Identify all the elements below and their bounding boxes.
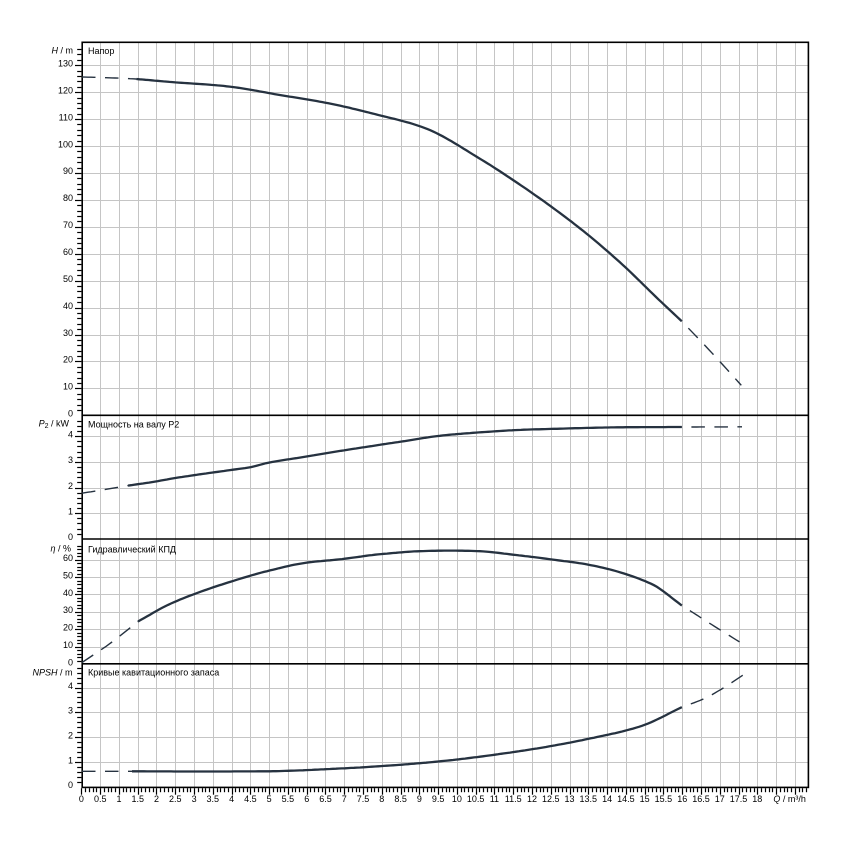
svg-text:100: 100: [58, 139, 73, 149]
svg-text:P2 / kW: P2 / kW: [39, 419, 70, 431]
svg-text:2: 2: [154, 794, 159, 804]
svg-text:1: 1: [68, 755, 73, 765]
svg-text:12: 12: [527, 794, 537, 804]
svg-text:7: 7: [342, 794, 347, 804]
svg-text:7.5: 7.5: [357, 794, 370, 804]
svg-text:50: 50: [63, 274, 73, 284]
svg-text:Гидравлический КПД: Гидравлический КПД: [88, 545, 176, 555]
svg-text:η / %: η / %: [50, 544, 71, 554]
svg-text:12.5: 12.5: [542, 794, 560, 804]
svg-text:13: 13: [564, 794, 574, 804]
svg-text:3.5: 3.5: [207, 794, 220, 804]
svg-text:Кривые кавитационного запаса: Кривые кавитационного запаса: [88, 668, 219, 678]
svg-text:0: 0: [68, 780, 73, 790]
svg-text:60: 60: [63, 553, 73, 563]
svg-text:30: 30: [63, 605, 73, 615]
svg-text:4: 4: [68, 430, 73, 440]
svg-text:6.5: 6.5: [319, 794, 332, 804]
svg-text:1.5: 1.5: [131, 794, 144, 804]
svg-text:1: 1: [68, 507, 73, 517]
svg-text:Q / m³/h: Q / m³/h: [773, 794, 806, 804]
svg-text:120: 120: [58, 85, 73, 95]
svg-text:14: 14: [602, 794, 612, 804]
svg-text:8.5: 8.5: [394, 794, 407, 804]
svg-text:3: 3: [192, 794, 197, 804]
svg-text:4: 4: [68, 681, 73, 691]
svg-text:50: 50: [63, 570, 73, 580]
svg-text:11.5: 11.5: [505, 794, 522, 804]
svg-text:9.5: 9.5: [432, 794, 445, 804]
svg-text:20: 20: [63, 623, 73, 633]
svg-text:130: 130: [58, 59, 73, 69]
svg-text:10: 10: [452, 794, 462, 804]
svg-text:0: 0: [79, 794, 84, 804]
svg-text:1: 1: [116, 794, 121, 804]
svg-text:3: 3: [68, 455, 73, 465]
svg-text:30: 30: [63, 328, 73, 338]
svg-text:40: 40: [63, 301, 73, 311]
svg-text:10: 10: [63, 640, 73, 650]
svg-text:17.5: 17.5: [730, 794, 748, 804]
svg-text:NPSH / m: NPSH / m: [32, 668, 72, 678]
svg-text:3: 3: [68, 706, 73, 716]
svg-text:15.5: 15.5: [655, 794, 673, 804]
svg-text:90: 90: [63, 166, 73, 176]
svg-text:0: 0: [68, 409, 73, 419]
svg-text:8: 8: [379, 794, 384, 804]
svg-text:60: 60: [63, 247, 73, 257]
svg-text:110: 110: [59, 112, 73, 122]
svg-text:H / m: H / m: [52, 46, 74, 56]
svg-text:Мощность на валу P2: Мощность на валу P2: [88, 420, 179, 430]
svg-text:70: 70: [63, 220, 73, 230]
svg-text:4.5: 4.5: [244, 794, 257, 804]
svg-text:16.5: 16.5: [692, 794, 710, 804]
svg-text:4: 4: [229, 794, 234, 804]
svg-text:5: 5: [267, 794, 272, 804]
svg-text:5.5: 5.5: [282, 794, 295, 804]
svg-text:20: 20: [63, 355, 73, 365]
svg-text:14.5: 14.5: [617, 794, 635, 804]
svg-text:0.5: 0.5: [94, 794, 107, 804]
svg-text:11: 11: [490, 794, 499, 804]
svg-text:6: 6: [304, 794, 309, 804]
svg-text:10: 10: [63, 382, 73, 392]
svg-text:15: 15: [640, 794, 650, 804]
svg-text:2.5: 2.5: [169, 794, 182, 804]
svg-text:13.5: 13.5: [580, 794, 598, 804]
svg-text:9: 9: [417, 794, 422, 804]
svg-text:40: 40: [63, 588, 73, 598]
svg-text:17: 17: [715, 794, 725, 804]
svg-text:2: 2: [68, 481, 73, 491]
svg-text:16: 16: [677, 794, 687, 804]
svg-text:Напор: Напор: [88, 46, 114, 56]
svg-text:0: 0: [68, 532, 73, 542]
svg-text:18: 18: [752, 794, 762, 804]
svg-text:0: 0: [68, 657, 73, 667]
svg-text:2: 2: [68, 731, 73, 741]
svg-text:10.5: 10.5: [467, 794, 485, 804]
svg-text:80: 80: [63, 193, 73, 203]
